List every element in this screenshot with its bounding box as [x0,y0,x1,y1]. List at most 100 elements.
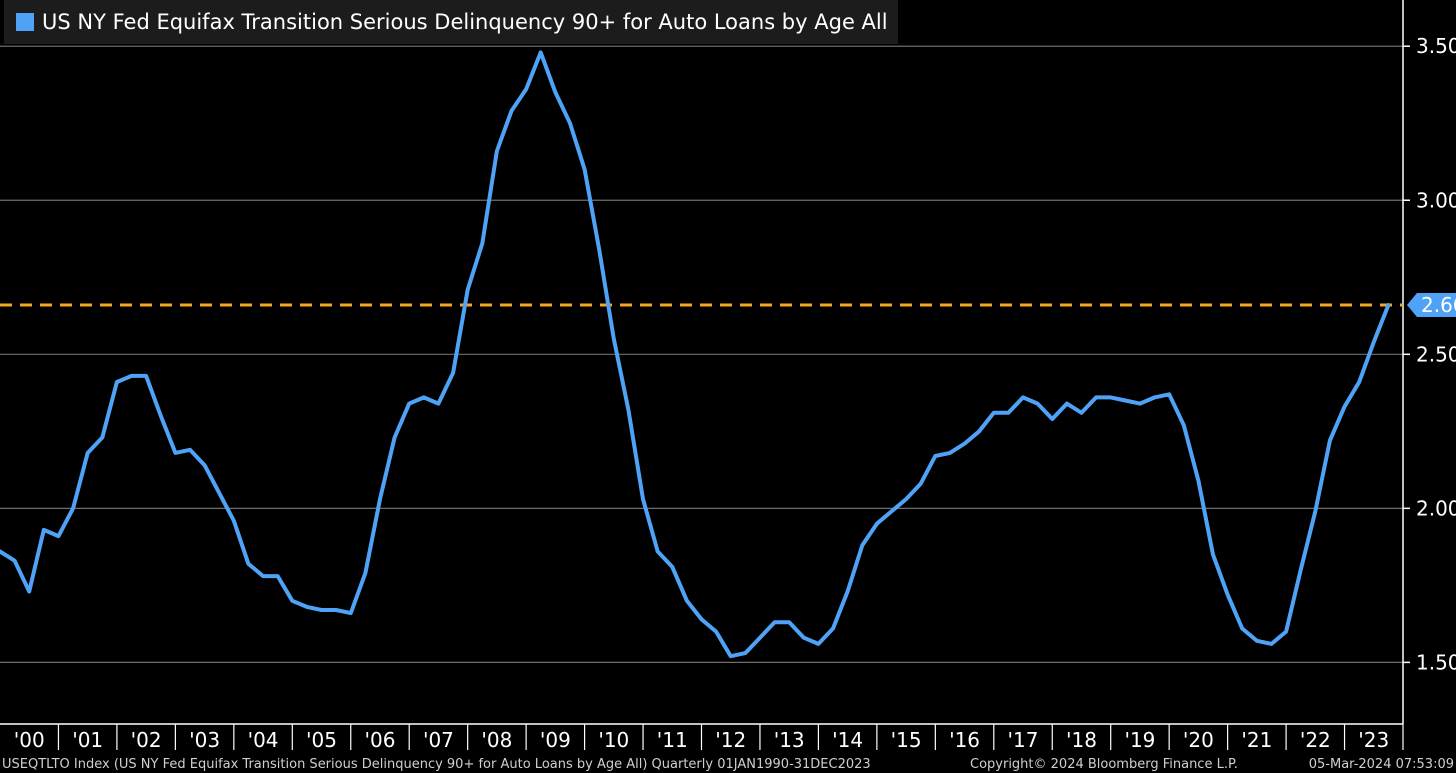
data-point [802,636,806,640]
x-tick-label: '02 [131,728,162,752]
data-point [992,411,996,415]
data-point [436,402,440,406]
data-point [568,121,572,125]
x-tick-label: '18 [1066,728,1097,752]
series-group [0,50,1391,659]
data-point [963,442,967,446]
data-point [1343,405,1347,409]
legend-swatch [16,13,34,31]
data-point [1299,568,1303,572]
data-point [57,534,61,538]
y-tick-label: 1.50 [1416,650,1456,674]
x-tick-label: '23 [1358,728,1389,752]
data-point [875,522,879,526]
last-value-label: 2.66 [1421,293,1456,317]
data-point [539,50,543,54]
data-point [290,599,294,603]
data-point [422,395,426,399]
data-point [159,414,163,418]
data-point [758,636,762,640]
data-point [1021,395,1025,399]
x-tick-label: '08 [481,728,512,752]
x-tick-label: '13 [774,728,805,752]
x-tick-label: '15 [891,728,922,752]
y-tick-label: 3.50 [1416,34,1456,58]
data-point [1196,479,1200,483]
x-tick-label: '11 [657,728,688,752]
x-tick-label: '19 [1124,728,1155,752]
data-point [919,482,923,486]
data-point [1094,395,1098,399]
x-axis: '00 '01 '02 '03 '04 '05 '06 '07 '08 '09 '10 '11 '12 '… [0,723,1404,752]
data-point [349,611,353,615]
y-tick-label: 2.50 [1416,342,1456,366]
legend: US NY Fed Equifax Transition Serious Del… [4,0,898,44]
data-point [334,608,338,612]
data-point [27,590,31,594]
data-point [846,590,850,594]
data-point [100,436,104,440]
legend-label: US NY Fed Equifax Transition Serious Del… [42,10,888,34]
x-tick-label: '07 [423,728,454,752]
data-point [787,620,791,624]
x-tick-label: '01 [72,728,103,752]
data-point [626,408,630,412]
data-point [933,454,937,458]
x-tick-label: '06 [365,728,396,752]
data-point [1167,392,1171,396]
data-point [1050,417,1054,421]
reference-line-group: 2.66 [0,293,1456,318]
data-point [1080,411,1084,415]
data-point [670,565,674,569]
data-point [1182,423,1186,427]
data-point [510,109,514,113]
data-point [1372,340,1376,344]
x-tick-label: '09 [540,728,571,752]
x-tick-label: '14 [832,728,863,752]
data-point [597,248,601,252]
data-point [1240,627,1244,631]
data-point [890,509,894,513]
data-point [656,550,660,554]
data-point [1138,402,1142,406]
data-point [407,402,411,406]
data-point [217,491,221,495]
footer-copyright: Copyright© 2024 Bloomberg Finance L.P. [970,757,1238,772]
data-point [393,436,397,440]
data-point [729,654,733,658]
data-point [466,288,470,292]
data-point [1313,509,1317,513]
data-point [203,463,207,467]
data-point [1284,630,1288,634]
data-point [816,642,820,646]
data-point [977,429,981,433]
data-point [42,528,46,532]
data-point [1386,303,1390,307]
data-point [451,371,455,375]
data-point [320,608,324,612]
y-tick-label: 3.00 [1416,188,1456,212]
data-point [743,651,747,655]
data-point [1065,402,1069,406]
data-point [612,337,616,341]
data-point [232,519,236,523]
data-point [583,167,587,171]
x-tick-label: '00 [14,728,45,752]
data-point [86,451,90,455]
data-point [115,380,119,384]
y-tick-label: 2.00 [1416,496,1456,520]
data-point [13,559,17,563]
data-point [700,617,704,621]
footer-timestamp: 05-Mar-2024 07:53:09 [1308,757,1454,772]
x-tick-label: '04 [248,728,279,752]
data-point [1123,399,1127,403]
data-point [1226,593,1230,597]
x-tick-label: '20 [1183,728,1214,752]
data-point [276,574,280,578]
data-point [831,627,835,631]
footer-ticker-info: USEQTLTO Index (US NY Fed Equifax Transi… [2,757,871,772]
data-point [246,562,250,566]
data-point [1270,642,1274,646]
data-point [1255,639,1259,643]
